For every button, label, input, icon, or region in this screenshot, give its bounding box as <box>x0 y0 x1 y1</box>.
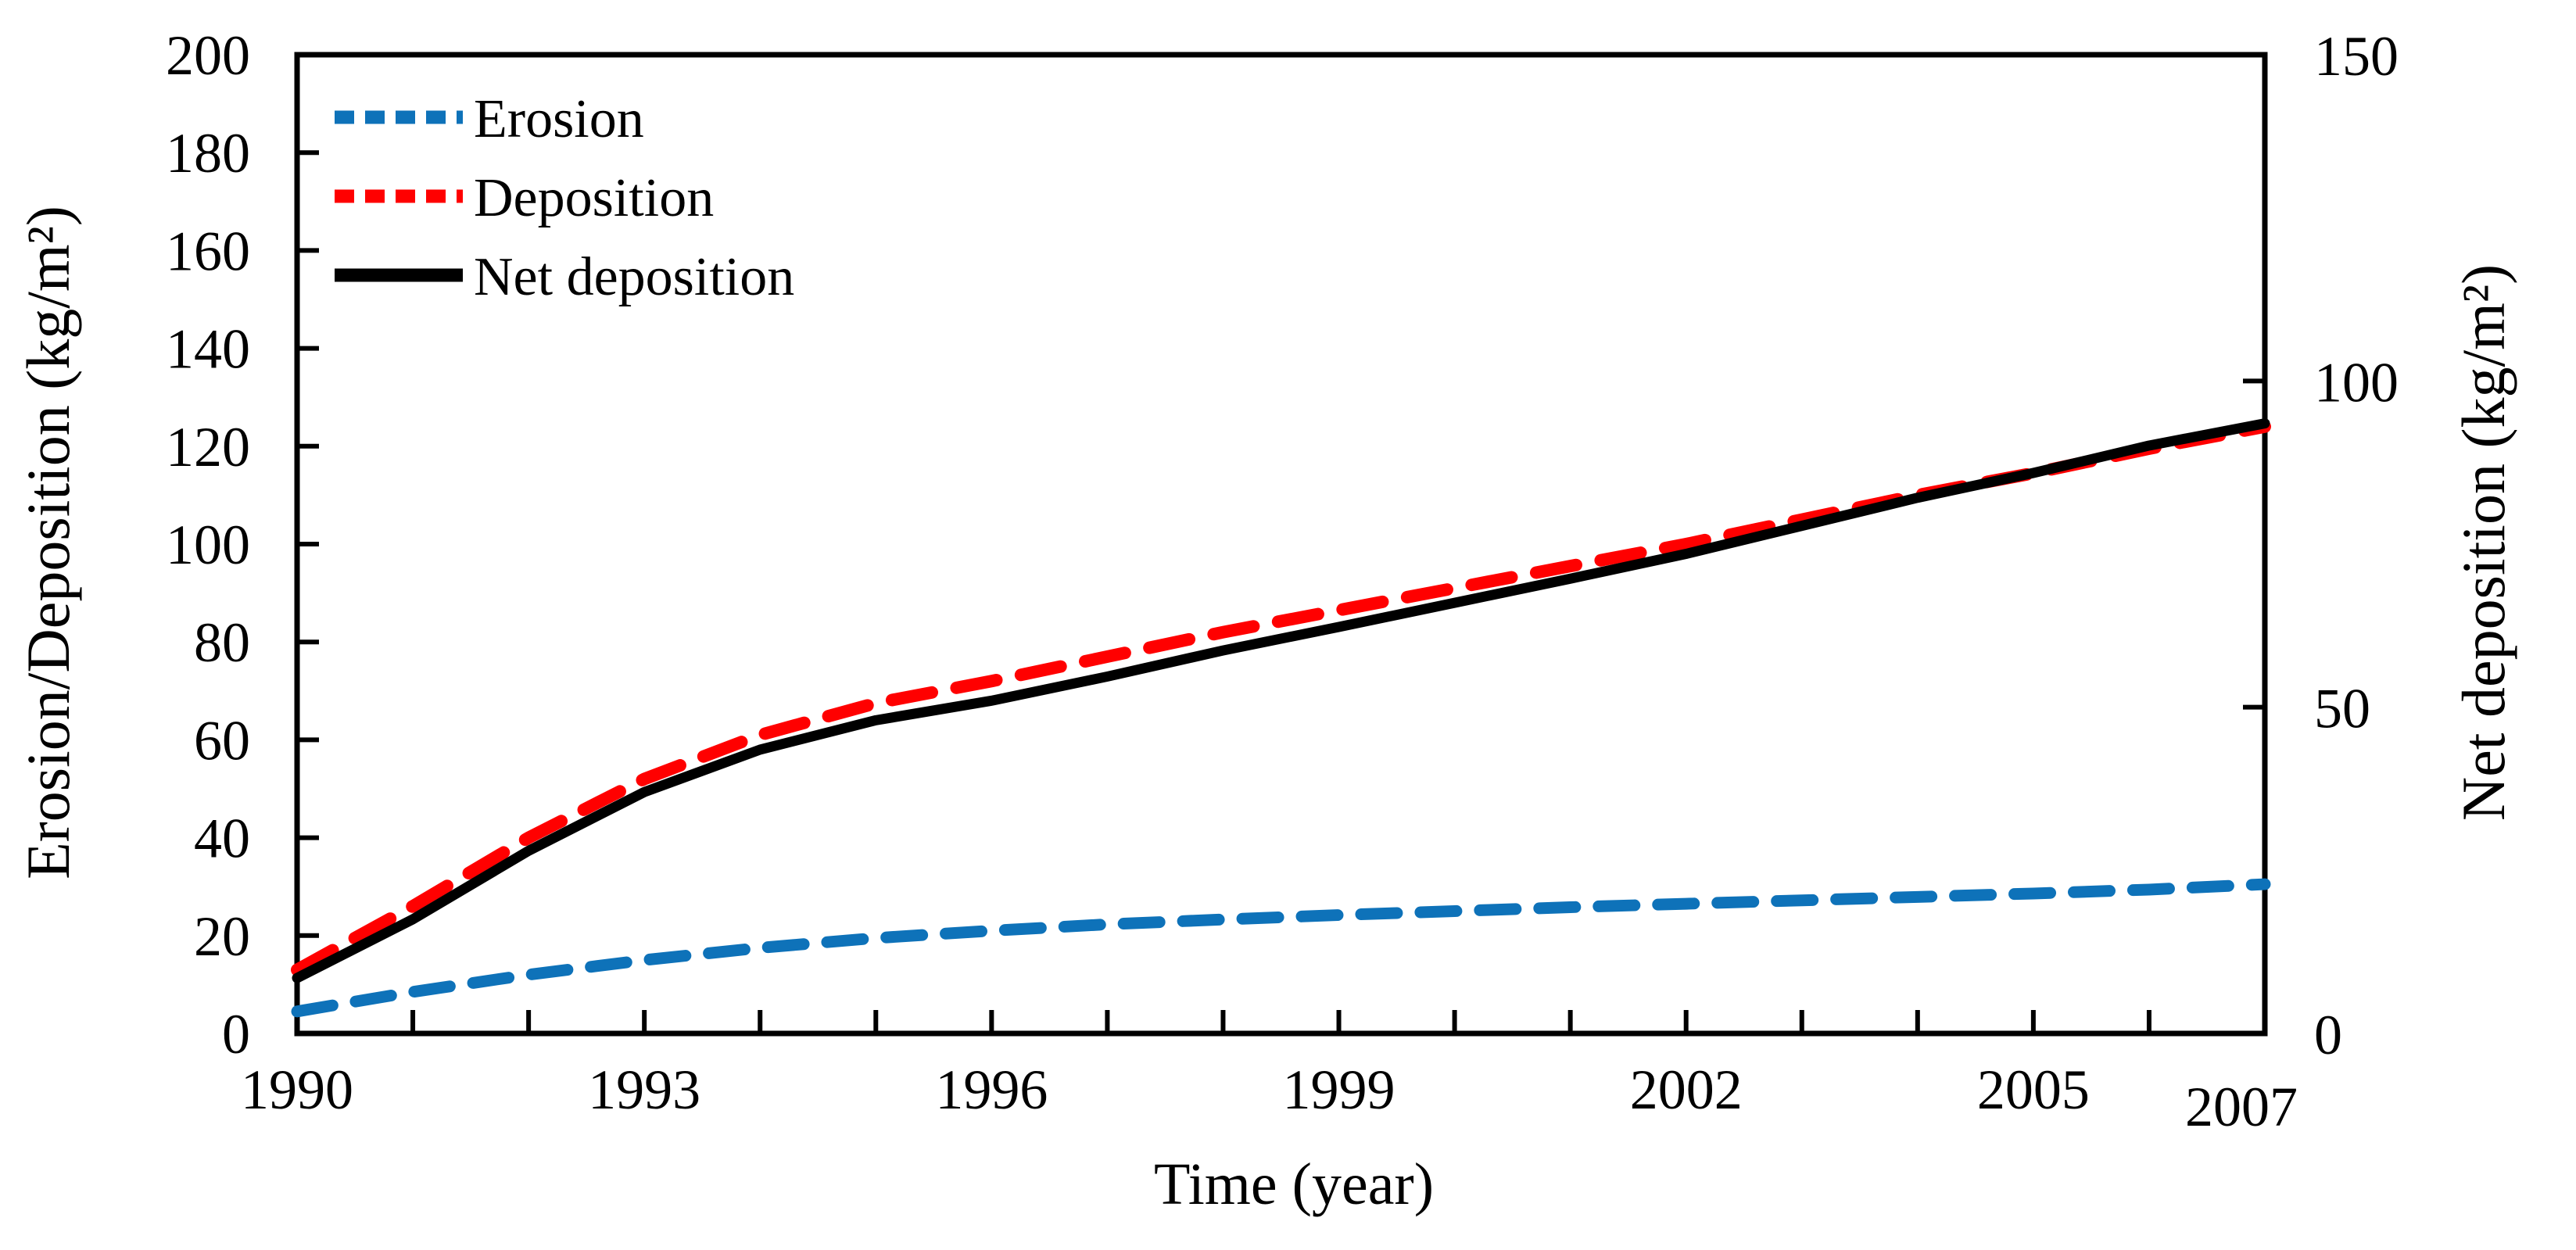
series-lines <box>291 418 2271 1018</box>
x-tick-label: 2002 <box>1630 1058 1743 1121</box>
left-axis-tick-label: 140 <box>166 318 250 381</box>
legend-label-erosion: Erosion <box>474 89 644 149</box>
series-line-net-deposition <box>292 418 2270 983</box>
x-tick-label: 1990 <box>241 1058 353 1121</box>
left-axis-tick-label: 60 <box>194 709 250 772</box>
legend-item-erosion: Erosion <box>335 89 644 149</box>
legend-item-net-deposition: Net deposition <box>335 247 794 307</box>
series-line-deposition <box>291 420 2271 976</box>
right-axis-title: Net deposition (kg/m²) <box>2449 264 2517 821</box>
x-tick-label: 1996 <box>935 1058 1048 1121</box>
left-axis-tick-label: 20 <box>194 905 250 968</box>
left-axis-tick-label: 0 <box>222 1003 250 1066</box>
left-axis-tick-label: 200 <box>166 24 250 87</box>
x-tick-label: 1993 <box>588 1058 700 1121</box>
x-tick-label: 2007 <box>2185 1076 2298 1138</box>
legend-label-deposition: Deposition <box>474 168 714 228</box>
series-line-erosion <box>291 878 2271 1018</box>
axis-tick-labels: 1990 1993 1996 1999 2002 2005 2007 0 20 40 60 80 100… <box>166 24 2399 1138</box>
right-axis-tick-label: 0 <box>2314 1004 2342 1066</box>
x-tick-label: 1999 <box>1283 1058 1395 1121</box>
left-axis-title: Erosion/Deposition (kg/m²) <box>14 206 82 879</box>
legend: Erosion Deposition Net deposition <box>335 89 794 307</box>
right-axis-tick-label: 150 <box>2314 25 2399 88</box>
left-axis-tick-label: 40 <box>194 808 250 870</box>
x-tick-label: 2005 <box>1977 1058 2090 1121</box>
left-axis-tick-label: 100 <box>166 514 250 576</box>
right-axis-tick-label: 50 <box>2314 678 2370 740</box>
left-axis-tick-label: 80 <box>194 611 250 674</box>
right-axis-tick-label: 100 <box>2314 351 2399 414</box>
x-axis-title: Time (year) <box>1154 1152 1434 1217</box>
left-axis-tick-label: 120 <box>166 416 250 478</box>
left-axis-tick-label: 180 <box>166 122 250 184</box>
legend-item-deposition: Deposition <box>335 168 714 228</box>
axis-ticks <box>295 150 2267 1033</box>
legend-label-net-deposition: Net deposition <box>474 247 794 307</box>
left-axis-tick-label: 160 <box>166 220 250 282</box>
